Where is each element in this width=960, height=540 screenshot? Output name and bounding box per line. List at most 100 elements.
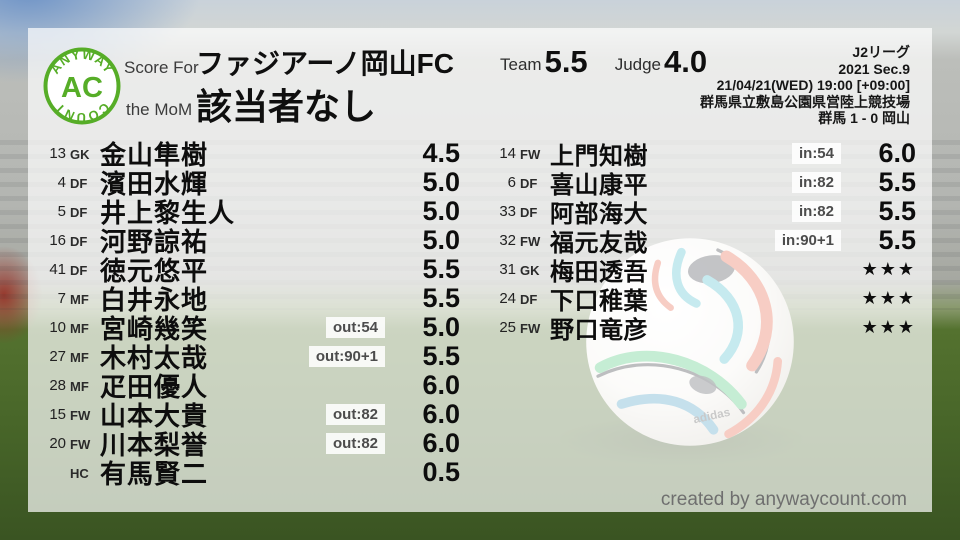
player-row: 13 GK 金山隼樹 4.5 xyxy=(36,138,460,170)
substitution-badge: in:82 xyxy=(791,172,841,193)
player-row: 4 DF 濱田水輝 5.0 xyxy=(36,167,460,199)
player-rating: 6.0 xyxy=(422,428,460,458)
rating-card xyxy=(28,28,932,512)
player-name: 徳元悠平 xyxy=(100,256,209,286)
player-row: 32 FW 福元友哉 in:90+1 5.5 xyxy=(497,225,916,257)
player-number: 13 xyxy=(49,145,66,162)
player-position: DF xyxy=(70,263,88,278)
player-row: 24 DF 下口稚葉 ★★★ xyxy=(497,284,916,315)
logo-center-text: AC xyxy=(61,72,103,104)
player-number: 6 xyxy=(507,174,516,191)
judge-score-value: 4.0 xyxy=(664,44,708,79)
player-name: 川本梨誉 xyxy=(100,430,209,460)
venue-name: 群馬県立敷島公園県営陸上競技場 xyxy=(700,93,910,110)
player-position: FW xyxy=(70,408,91,423)
player-number: 16 xyxy=(49,232,66,249)
player-number: 5 xyxy=(57,203,66,220)
player-row: 27 MF 木村太哉 out:90+1 5.5 xyxy=(36,341,460,373)
player-name: 阿部海大 xyxy=(550,201,648,228)
player-rating: 6.0 xyxy=(422,370,460,400)
player-position: FW xyxy=(70,437,91,452)
player-number: 33 xyxy=(499,203,516,220)
substitution-badge: out:82 xyxy=(326,433,385,454)
mom-value: 該当者なし xyxy=(196,86,377,127)
league-name: J2リーグ xyxy=(852,44,910,60)
player-position: MF xyxy=(70,321,89,336)
player-name: 井上黎生人 xyxy=(100,198,236,228)
player-number: 15 xyxy=(49,406,66,423)
anywaycount-logo: ANYWAY COUNT AC xyxy=(43,47,121,125)
player-rating: 5.5 xyxy=(878,196,916,226)
player-name: 喜山康平 xyxy=(550,172,648,199)
player-rating: 5.5 xyxy=(878,225,916,255)
player-row: 14 FW 上門知樹 in:54 6.0 xyxy=(497,138,916,170)
player-number: 10 xyxy=(49,319,66,336)
player-position: DF xyxy=(520,176,538,191)
player-rating: 6.0 xyxy=(422,399,460,429)
logo-circle xyxy=(43,47,121,125)
player-row: 28 MF 疋田優人 6.0 xyxy=(36,370,460,402)
team-score-pair: Team 5.5 xyxy=(500,44,588,80)
player-number: 28 xyxy=(49,377,66,394)
season-section: 2021 Sec.9 xyxy=(838,60,910,77)
substitution-badge: out:90+1 xyxy=(308,346,385,367)
player-row: 15 FW 山本大貴 out:82 6.0 xyxy=(36,399,460,431)
player-rating: 5.5 xyxy=(422,254,460,284)
player-position: GK xyxy=(70,147,90,162)
player-row: 20 FW 川本梨誉 out:82 6.0 xyxy=(36,428,460,460)
player-position: DF xyxy=(520,205,538,220)
player-row: 10 MF 宮崎幾笑 out:54 5.0 xyxy=(36,312,460,344)
player-rating: ★★★ xyxy=(861,288,916,308)
player-name: 梅田透吾 xyxy=(550,259,648,286)
player-rating: 5.0 xyxy=(422,225,460,255)
player-rating: ★★★ xyxy=(861,259,916,279)
player-rating: 5.0 xyxy=(422,196,460,226)
score-for-label: Score For xyxy=(124,58,199,77)
player-rating: 5.0 xyxy=(422,312,460,342)
substitution-badge: out:54 xyxy=(326,317,385,338)
player-rating: ★★★ xyxy=(861,317,916,337)
player-name: 白井永地 xyxy=(100,285,209,315)
player-rating: 0.5 xyxy=(422,457,460,487)
player-rating: 5.5 xyxy=(422,283,460,313)
player-position: MF xyxy=(70,379,89,394)
player-name: 濱田水輝 xyxy=(100,169,209,199)
player-position: FW xyxy=(520,147,541,162)
team-judge-scores: Team 5.5 Judge 4.0 xyxy=(500,44,707,80)
player-position: FW xyxy=(520,321,541,336)
player-number: 25 xyxy=(499,319,516,336)
player-row: 25 FW 野口竜彦 ★★★ xyxy=(497,313,916,344)
player-rating: 5.5 xyxy=(422,341,460,371)
judge-score-pair: Judge 4.0 xyxy=(615,44,707,80)
substitution-badge: in:90+1 xyxy=(774,230,841,251)
player-position: DF xyxy=(520,292,538,307)
player-name: 野口竜彦 xyxy=(550,317,648,344)
player-row: 6 DF 喜山康平 in:82 5.5 xyxy=(497,167,916,199)
judge-score-label: Judge xyxy=(614,55,662,74)
player-name: 有馬賢二 xyxy=(100,459,209,489)
player-row: 33 DF 阿部海大 in:82 5.5 xyxy=(497,196,916,228)
mom-label: the MoM xyxy=(126,100,193,119)
player-position: GK xyxy=(520,263,540,278)
player-rating: 4.5 xyxy=(422,138,460,168)
player-name: 下口稚葉 xyxy=(550,288,648,315)
team-name: ファジアーノ岡山FC xyxy=(196,48,454,79)
substitution-badge: in:54 xyxy=(791,143,841,164)
player-position: DF xyxy=(70,176,88,191)
player-row: 16 DF 河野諒祐 5.0 xyxy=(36,225,460,257)
substitution-badge: out:82 xyxy=(326,404,385,425)
substitution-badge: in:82 xyxy=(791,201,841,222)
player-position: DF xyxy=(70,205,88,220)
player-row: 31 GK 梅田透吾 ★★★ xyxy=(497,255,916,286)
player-number: 27 xyxy=(49,348,66,365)
player-name: 河野諒祐 xyxy=(100,227,209,257)
player-position: FW xyxy=(520,234,541,249)
player-position: DF xyxy=(70,234,88,249)
player-position: MF xyxy=(70,350,89,365)
team-score-label: Team xyxy=(500,55,542,74)
player-name: 宮崎幾笑 xyxy=(100,314,209,344)
player-number: 20 xyxy=(49,435,66,452)
player-number: 7 xyxy=(57,290,66,307)
match-datetime: 21/04/21(WED) 19:00 [+09:00] xyxy=(716,77,910,93)
player-rating: 6.0 xyxy=(878,138,916,168)
